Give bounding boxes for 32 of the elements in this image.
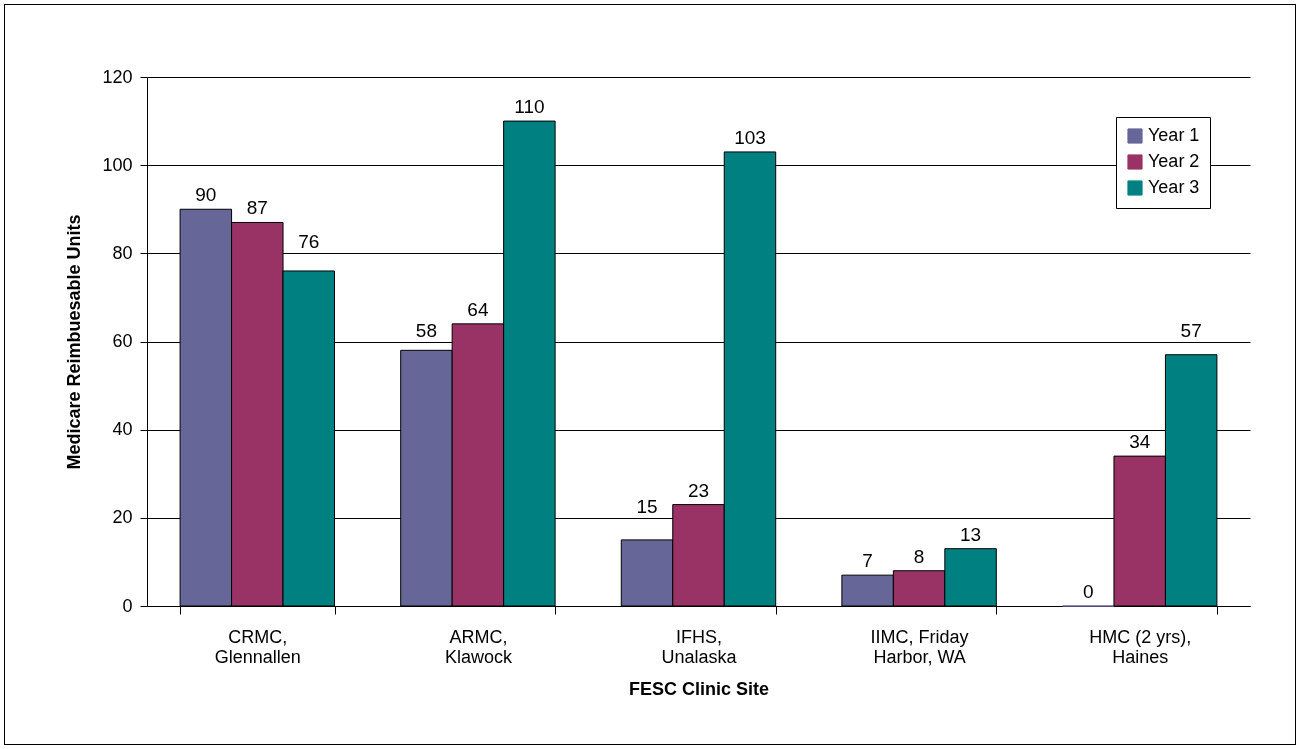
legend-label: Year 2 bbox=[1148, 151, 1200, 171]
x-tick-label: HMC (2 yrs), Haines bbox=[1089, 626, 1192, 667]
y-tick-label: 60 bbox=[112, 331, 133, 351]
data-label: 64 bbox=[467, 298, 489, 320]
data-label: 15 bbox=[636, 495, 658, 517]
data-label: 90 bbox=[195, 184, 217, 206]
x-tick-label: IFHS, Unalaska bbox=[661, 626, 738, 667]
x-tick-label: CRMC, Glennallen bbox=[214, 626, 301, 667]
data-label: 0 bbox=[1082, 581, 1094, 602]
data-label: 7 bbox=[862, 550, 873, 572]
data-label: 13 bbox=[960, 523, 982, 545]
x-tick-label: ARMC, Klawock bbox=[444, 626, 513, 667]
y-tick-label: 0 bbox=[122, 595, 133, 616]
x-axis-title: FESC Clinic Site bbox=[628, 678, 770, 699]
data-label: 110 bbox=[514, 96, 545, 118]
y-tick-label: 20 bbox=[112, 507, 133, 528]
y-tick-label: 40 bbox=[112, 419, 133, 440]
y-axis-title: Medicare Reimbuesable Units bbox=[64, 214, 85, 470]
y-tick-label: 80 bbox=[112, 242, 133, 263]
legend-label: Year 3 bbox=[1148, 177, 1200, 197]
data-label: 58 bbox=[415, 319, 437, 341]
x-tick-label: IIMC, Friday Harbor, WA bbox=[870, 626, 969, 667]
data-label: 103 bbox=[734, 126, 766, 148]
data-label: 23 bbox=[687, 479, 710, 501]
y-tick-label: 100 bbox=[102, 154, 133, 175]
data-label: 57 bbox=[1180, 319, 1202, 341]
data-label: 34 bbox=[1129, 431, 1151, 453]
data-label: 87 bbox=[246, 197, 268, 219]
y-tick-label: 120 bbox=[102, 66, 133, 87]
data-label: 8 bbox=[913, 545, 925, 567]
legend-label: Year 1 bbox=[1148, 125, 1200, 145]
data-label: 76 bbox=[298, 231, 320, 253]
